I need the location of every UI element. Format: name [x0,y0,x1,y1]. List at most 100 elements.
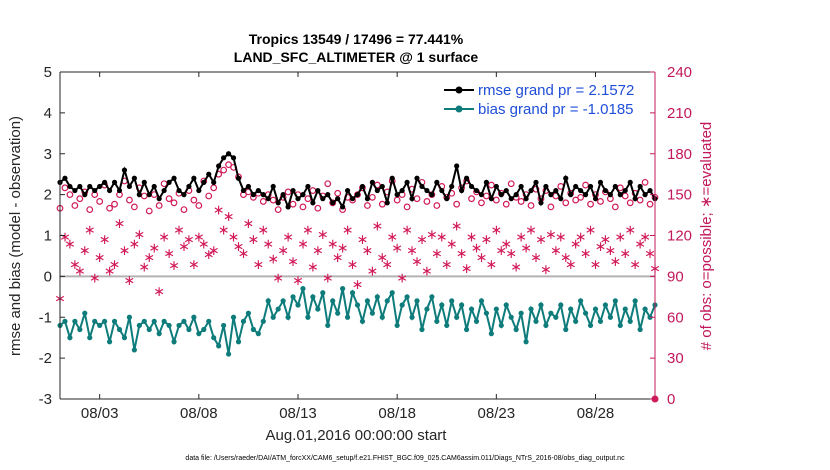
obs-possible-point [106,204,113,212]
obs-evaluated-point: ∗ [163,246,175,262]
rmse-point [582,192,589,198]
obs-possible-point [289,200,297,208]
bias-point [206,318,212,324]
bias-point [434,318,440,324]
y-tick-label: 1 [44,228,52,245]
bias-point [439,302,445,308]
bias-point [111,318,118,324]
obs-possible-point [126,196,133,204]
rmse-point [444,196,450,202]
obs-possible-point [478,199,485,207]
bias-point [543,322,549,329]
rmse-point [171,175,177,181]
rmse-point [136,192,142,198]
obs-evaluated-point: ∗ [94,250,106,266]
obs-possible-point [180,206,188,214]
obs-possible-point [364,202,371,209]
bias-point [473,318,480,324]
rmse-point [597,179,604,185]
obs-evaluated-point: ∗ [84,223,96,239]
bias-point [449,298,455,304]
obs-evaluated-point: ∗ [446,236,458,252]
y-tick-label: 2 [44,187,52,204]
obs-evaluated-point: ∗ [461,261,473,277]
bias-point [359,318,366,324]
obs-evaluated-point: ∗ [535,232,547,248]
bias-point [235,339,242,345]
bias-point [230,314,237,320]
obs-evaluated-point: ∗ [570,236,582,252]
ticks-layer: -3 -2 -1 0 1 2 3 4 5 0 30 60 90 120 150 180 210 240 08/03 0… [39,64,692,422]
rmse-point [602,187,609,194]
obs-evaluated-point: ∗ [520,240,532,256]
obs-evaluated-point: ∗ [99,232,111,248]
bias-point [72,318,78,324]
bias-point [573,318,579,324]
obs-possible-point [562,199,570,207]
bias-point [290,294,296,300]
obs-evaluated-point: ∗ [307,259,319,275]
rmse-point [320,196,326,202]
bias-point [295,302,301,308]
obs-evaluated-point: ∗ [153,284,165,300]
rmse-point [538,200,544,206]
rmse-point [349,196,356,202]
rmse-point [206,171,212,177]
bias-point [617,322,623,329]
obs-evaluated-point: ∗ [312,243,324,259]
rmse-point [364,196,371,202]
obs-evaluated-point: ∗ [401,223,413,239]
obs-possible-point [314,204,322,212]
obs-evaluated-point: ∗ [168,258,180,274]
y2-tick-label: 210 [667,105,692,122]
bias-point [404,294,410,300]
bias-point [612,298,618,304]
bias-point [265,298,271,304]
rmse-point [468,183,475,190]
obs-evaluated-point: ∗ [302,223,314,239]
rmse-point [493,183,499,190]
obs-evaluated-point: ∗ [639,230,651,246]
obs-evaluated-point: ∗ [530,250,542,266]
obs-evaluated-point: ∗ [624,223,636,239]
rmse-point [102,179,108,185]
obs-possible-point [324,180,332,188]
obs-possible-point [155,202,163,209]
rmse-point [240,187,247,194]
bias-point [642,306,648,312]
rmse-point [330,200,336,206]
obs-evaluated-point: ∗ [337,240,349,256]
rmse-point [181,192,187,198]
bias-point [454,314,460,320]
obs-possible-point [403,203,411,211]
obs-evaluated-point: ∗ [471,240,483,256]
rmse-point [627,179,633,185]
obs-evaluated-point: ∗ [476,250,488,266]
rmse-point [62,175,68,181]
obs-possible-point [145,207,153,215]
obs-evaluated-point: ∗ [376,250,388,266]
rmse-point [568,192,574,198]
obs-evaluated-point: ∗ [441,257,453,273]
bias-point [62,318,68,324]
bias-point [384,298,390,304]
obs-evaluated-point: ∗ [208,243,220,259]
bias-point [92,318,98,324]
bias-point [563,326,569,333]
y-tick-label: 5 [44,64,52,81]
rmse-point [558,196,564,202]
rmse-point [255,187,261,194]
rmse-point [637,183,643,190]
y2-tick-label: 0 [667,391,675,408]
obs-evaluated-point: ∗ [233,239,245,255]
y-tick-label: 3 [44,146,52,163]
bias-point [255,331,261,337]
rmse-point [513,192,519,198]
rmse-point [260,192,266,198]
rmse-point [498,192,504,198]
rmse-point [235,175,242,181]
obs-possible-point [507,180,515,188]
bias-point [379,314,385,320]
x-tick-label: 08/28 [577,405,615,422]
